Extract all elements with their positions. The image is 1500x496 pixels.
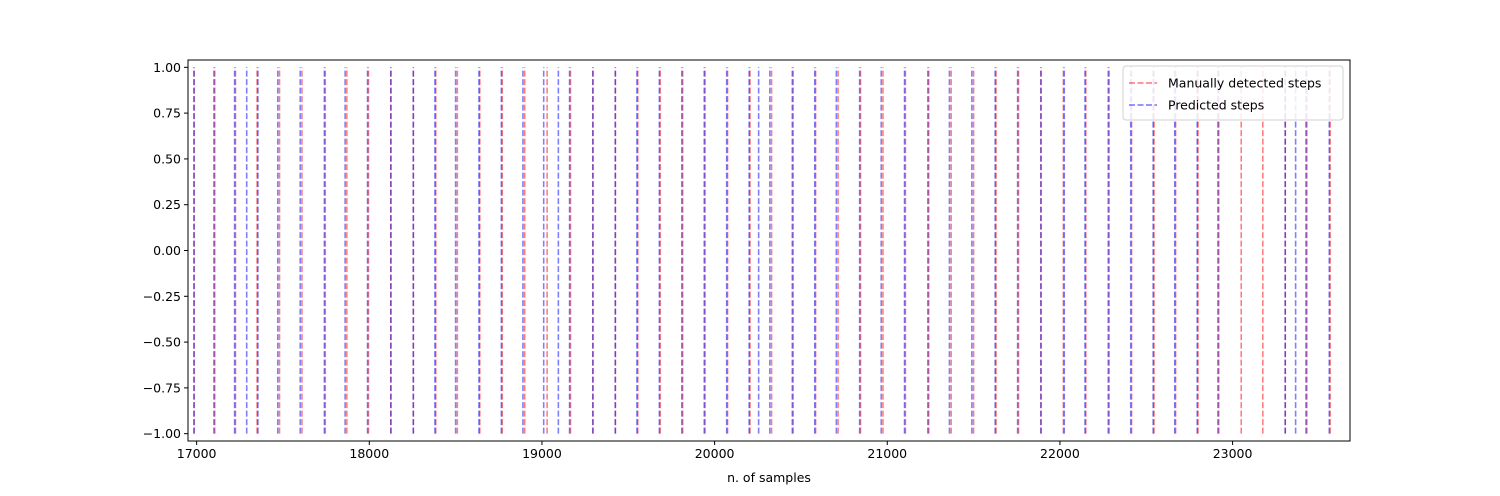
y-tick-label: −1.00 <box>143 426 181 441</box>
y-ticks-layer: 1.00 0.75 0.50 0.25 0.00 −0.25 −0.50 −0.75 −1.00 <box>143 60 188 441</box>
y-tick-label: −0.25 <box>143 289 181 304</box>
x-tick-label: 23000 <box>1213 446 1253 461</box>
legend-label: Manually detected steps <box>1168 76 1321 91</box>
x-tick-label: 21000 <box>867 446 907 461</box>
y-tick-label: 0.25 <box>153 197 181 212</box>
x-tick-label: 18000 <box>349 446 389 461</box>
x-tick-label: 17000 <box>177 446 217 461</box>
legend-label: Predicted steps <box>1168 98 1264 113</box>
legend: Manually detected steps Predicted steps <box>1122 65 1344 121</box>
x-ticks-layer: 17000 18000 19000 20000 21000 22000 23000 <box>177 441 1253 461</box>
x-tick-label: 22000 <box>1040 446 1080 461</box>
step-lines-layer <box>193 67 1331 434</box>
x-tick-label: 20000 <box>695 446 735 461</box>
y-tick-label: 0.00 <box>153 243 181 258</box>
x-tick-label: 19000 <box>522 446 562 461</box>
legend-box <box>1122 65 1344 121</box>
x-axis-label: n. of samples <box>727 470 811 485</box>
y-tick-label: −0.75 <box>143 380 181 395</box>
y-tick-label: 1.00 <box>153 60 181 75</box>
y-tick-label: 0.50 <box>153 151 181 166</box>
y-tick-label: −0.50 <box>143 335 181 350</box>
y-tick-label: 0.75 <box>153 106 181 121</box>
